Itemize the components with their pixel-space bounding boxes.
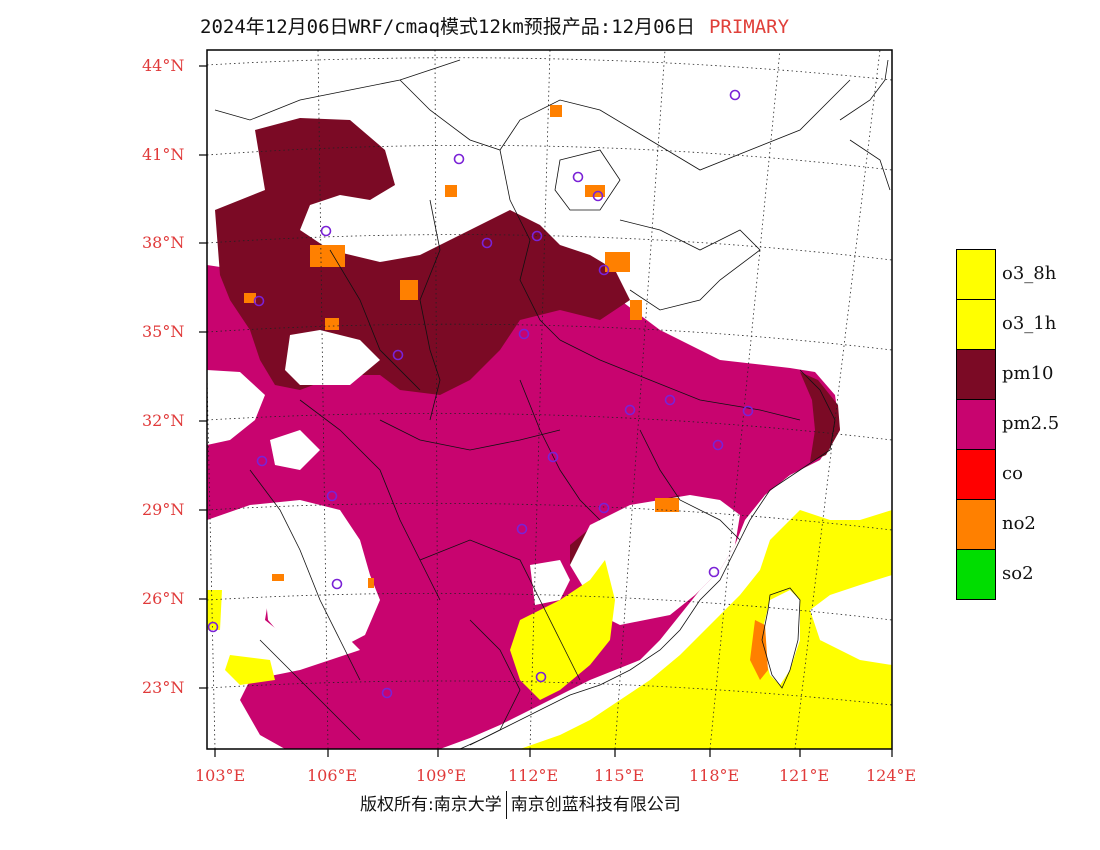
lon-label-103: 103°E (195, 766, 246, 785)
legend-swatch (956, 299, 996, 349)
legend-label: co (1002, 463, 1023, 484)
legend-item-o3-8h: o3_8h (956, 249, 1096, 299)
pm10-region (215, 118, 630, 395)
legend-item-so2: so2 (956, 549, 1096, 600)
lon-label-121: 121°E (779, 766, 830, 785)
legend-swatch (956, 499, 996, 549)
lon-label-115: 115°E (594, 766, 645, 785)
legend-label: o3_1h (1002, 313, 1057, 334)
lat-label-41: 41°N (142, 145, 185, 164)
legend-item-pm25: pm2.5 (956, 399, 1096, 449)
legend-label: no2 (1002, 513, 1036, 534)
legend-swatch (956, 549, 996, 600)
copyright-company: 南京创蓝科技有限公司 (510, 795, 681, 815)
copyright-divider (505, 791, 507, 819)
legend-item-co: co (956, 449, 1096, 499)
lat-label-32: 32°N (142, 411, 185, 430)
legend-label: pm10 (1002, 363, 1054, 384)
title-text: 2024年12月06日WRF/cmaq模式12km预报产品:12月06日 (200, 16, 695, 38)
map-title: 2024年12月06日WRF/cmaq模式12km预报产品:12月06日 PRIM… (200, 12, 789, 39)
pm10-coast (800, 372, 840, 462)
copyright: 版权所有:南京大学 南京创蓝科技有限公司 (360, 790, 681, 819)
legend-item-o3-1h: o3_1h (956, 299, 1096, 349)
map-frame (206, 49, 893, 750)
lat-label-23: 23°N (142, 678, 185, 697)
lon-label-109: 109°E (416, 766, 467, 785)
legend-swatch (956, 249, 996, 299)
legend-swatch (956, 349, 996, 399)
legend-swatch (956, 449, 996, 499)
lon-label-112: 112°E (508, 766, 559, 785)
title-tag: PRIMARY (708, 16, 790, 38)
lat-label-29: 29°N (142, 500, 185, 519)
lat-label-44: 44°N (142, 56, 185, 75)
lat-label-38: 38°N (142, 233, 185, 252)
legend-label: so2 (1002, 563, 1034, 584)
city-markers (207, 89, 754, 699)
lon-label-106: 106°E (307, 766, 358, 785)
legend-item-pm10: pm10 (956, 349, 1096, 399)
no2-spots (244, 105, 679, 588)
graticule (207, 50, 892, 749)
o3-sea (520, 510, 892, 749)
lon-label-124: 124°E (866, 766, 917, 785)
lon-label-118: 118°E (689, 766, 740, 785)
copyright-owner: 版权所有:南京大学 (360, 795, 502, 815)
province-borders (214, 59, 891, 749)
legend-item-no2: no2 (956, 499, 1096, 549)
legend-label: pm2.5 (1002, 413, 1060, 434)
legend-swatch (956, 399, 996, 449)
lat-label-26: 26°N (142, 589, 185, 608)
legend-label: o3_8h (1002, 263, 1057, 284)
lat-label-35: 35°N (142, 322, 185, 341)
legend: o3_8h o3_1h pm10 pm2.5 co no2 so2 (956, 249, 1096, 600)
